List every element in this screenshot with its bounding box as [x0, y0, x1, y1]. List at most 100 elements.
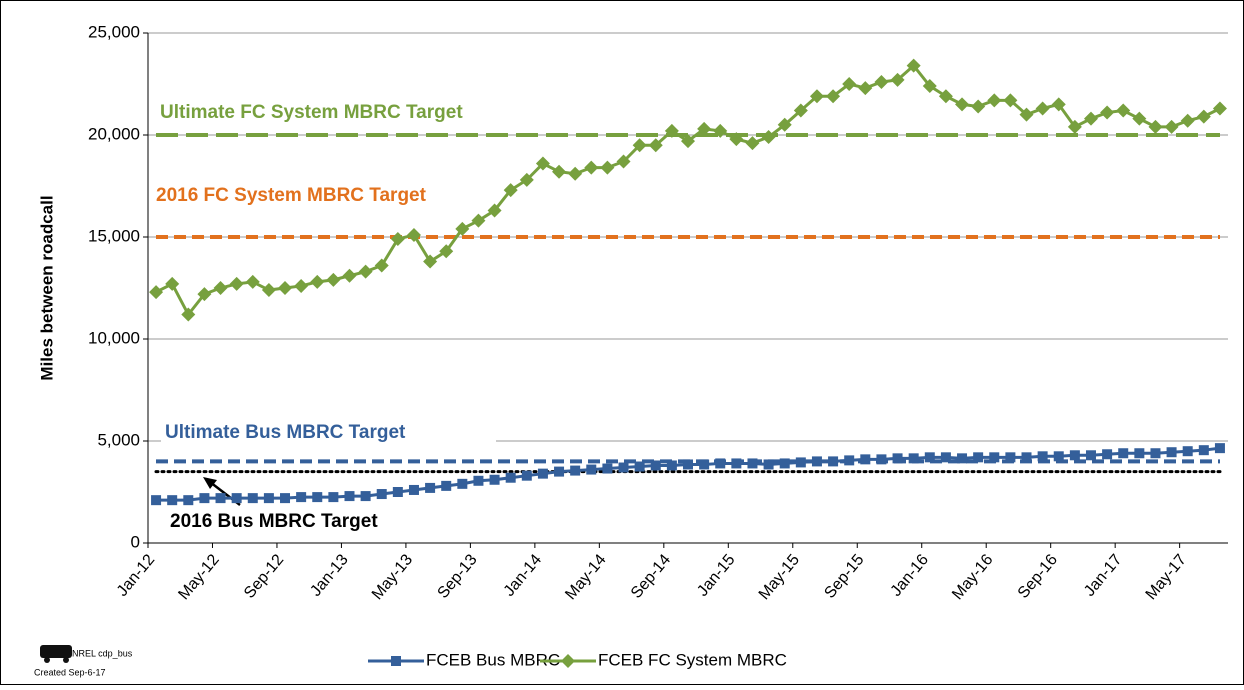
marker — [199, 493, 210, 504]
marker — [457, 478, 468, 489]
marker — [890, 72, 905, 87]
marker — [1053, 451, 1064, 462]
marker — [908, 453, 919, 464]
marker — [521, 470, 532, 481]
reference-label: 2016 Bus MBRC Target — [170, 511, 378, 532]
footer-source: NREL cdp_bus — [72, 648, 133, 658]
marker — [616, 154, 631, 169]
marker — [809, 89, 824, 104]
marker — [358, 264, 373, 279]
marker — [312, 492, 323, 503]
marker — [664, 123, 679, 138]
y-tick-label: 0 — [131, 532, 140, 551]
annotation-arrowhead — [203, 477, 217, 489]
marker — [245, 274, 260, 289]
marker — [1212, 101, 1227, 116]
marker — [374, 258, 389, 273]
marker — [826, 89, 841, 104]
marker — [1166, 447, 1177, 458]
marker — [761, 130, 776, 145]
marker — [715, 458, 726, 469]
marker — [731, 458, 742, 469]
marker — [213, 281, 228, 295]
y-axis-label: Miles between roadcall — [37, 195, 56, 380]
marker — [1037, 451, 1048, 462]
marker — [197, 287, 212, 302]
marker — [503, 183, 518, 198]
marker — [326, 272, 341, 287]
legend-label: FCEB FC System MBRC — [598, 650, 787, 669]
marker — [729, 132, 744, 147]
marker — [1003, 93, 1018, 108]
marker — [924, 452, 935, 463]
marker — [1005, 452, 1016, 463]
marker — [408, 484, 419, 495]
marker — [1132, 111, 1147, 126]
marker — [713, 123, 728, 138]
marker — [1085, 450, 1096, 461]
legend-marker — [561, 654, 575, 668]
y-tick-label: 20,000 — [88, 124, 140, 143]
marker — [151, 495, 162, 506]
marker — [747, 458, 758, 469]
marker — [229, 276, 244, 291]
label-bg — [161, 421, 496, 445]
marker — [618, 462, 629, 473]
marker — [280, 493, 291, 504]
marker — [406, 227, 421, 242]
marker — [167, 495, 178, 506]
marker — [858, 81, 873, 96]
marker — [487, 203, 502, 218]
marker — [489, 474, 500, 485]
marker — [1198, 445, 1209, 456]
marker — [1083, 111, 1098, 126]
marker — [922, 79, 937, 94]
marker — [632, 138, 647, 153]
marker — [183, 495, 194, 506]
marker — [971, 99, 986, 114]
marker — [149, 285, 164, 300]
marker — [390, 232, 405, 247]
marker — [328, 492, 339, 503]
marker — [261, 283, 276, 298]
marker — [1180, 113, 1195, 128]
marker — [296, 492, 307, 503]
marker — [360, 491, 371, 502]
marker — [231, 493, 242, 504]
marker — [425, 482, 436, 493]
marker — [455, 221, 470, 236]
marker — [666, 460, 677, 471]
marker — [535, 156, 550, 171]
marker — [473, 475, 484, 486]
marker — [650, 460, 661, 471]
marker — [586, 464, 597, 475]
marker — [763, 459, 774, 470]
marker — [634, 461, 645, 472]
marker — [955, 97, 970, 112]
marker — [537, 468, 548, 479]
marker — [1102, 449, 1113, 460]
marker — [844, 455, 855, 466]
legend-marker — [391, 656, 401, 666]
marker — [181, 307, 196, 322]
marker — [519, 172, 534, 187]
marker — [554, 466, 565, 477]
marker — [1019, 107, 1034, 122]
marker — [892, 453, 903, 464]
reference-label: Ultimate Bus MBRC Target — [165, 422, 406, 443]
marker — [874, 74, 889, 89]
marker — [697, 121, 712, 136]
marker — [842, 77, 857, 91]
marker — [989, 452, 1000, 463]
marker — [1164, 119, 1179, 134]
marker — [584, 160, 599, 175]
marker — [699, 459, 710, 470]
marker — [439, 244, 454, 259]
marker — [1035, 101, 1050, 116]
marker — [505, 472, 516, 483]
marker — [938, 89, 953, 104]
marker — [683, 459, 693, 470]
y-tick-label: 15,000 — [88, 226, 140, 245]
marker — [1100, 105, 1115, 120]
